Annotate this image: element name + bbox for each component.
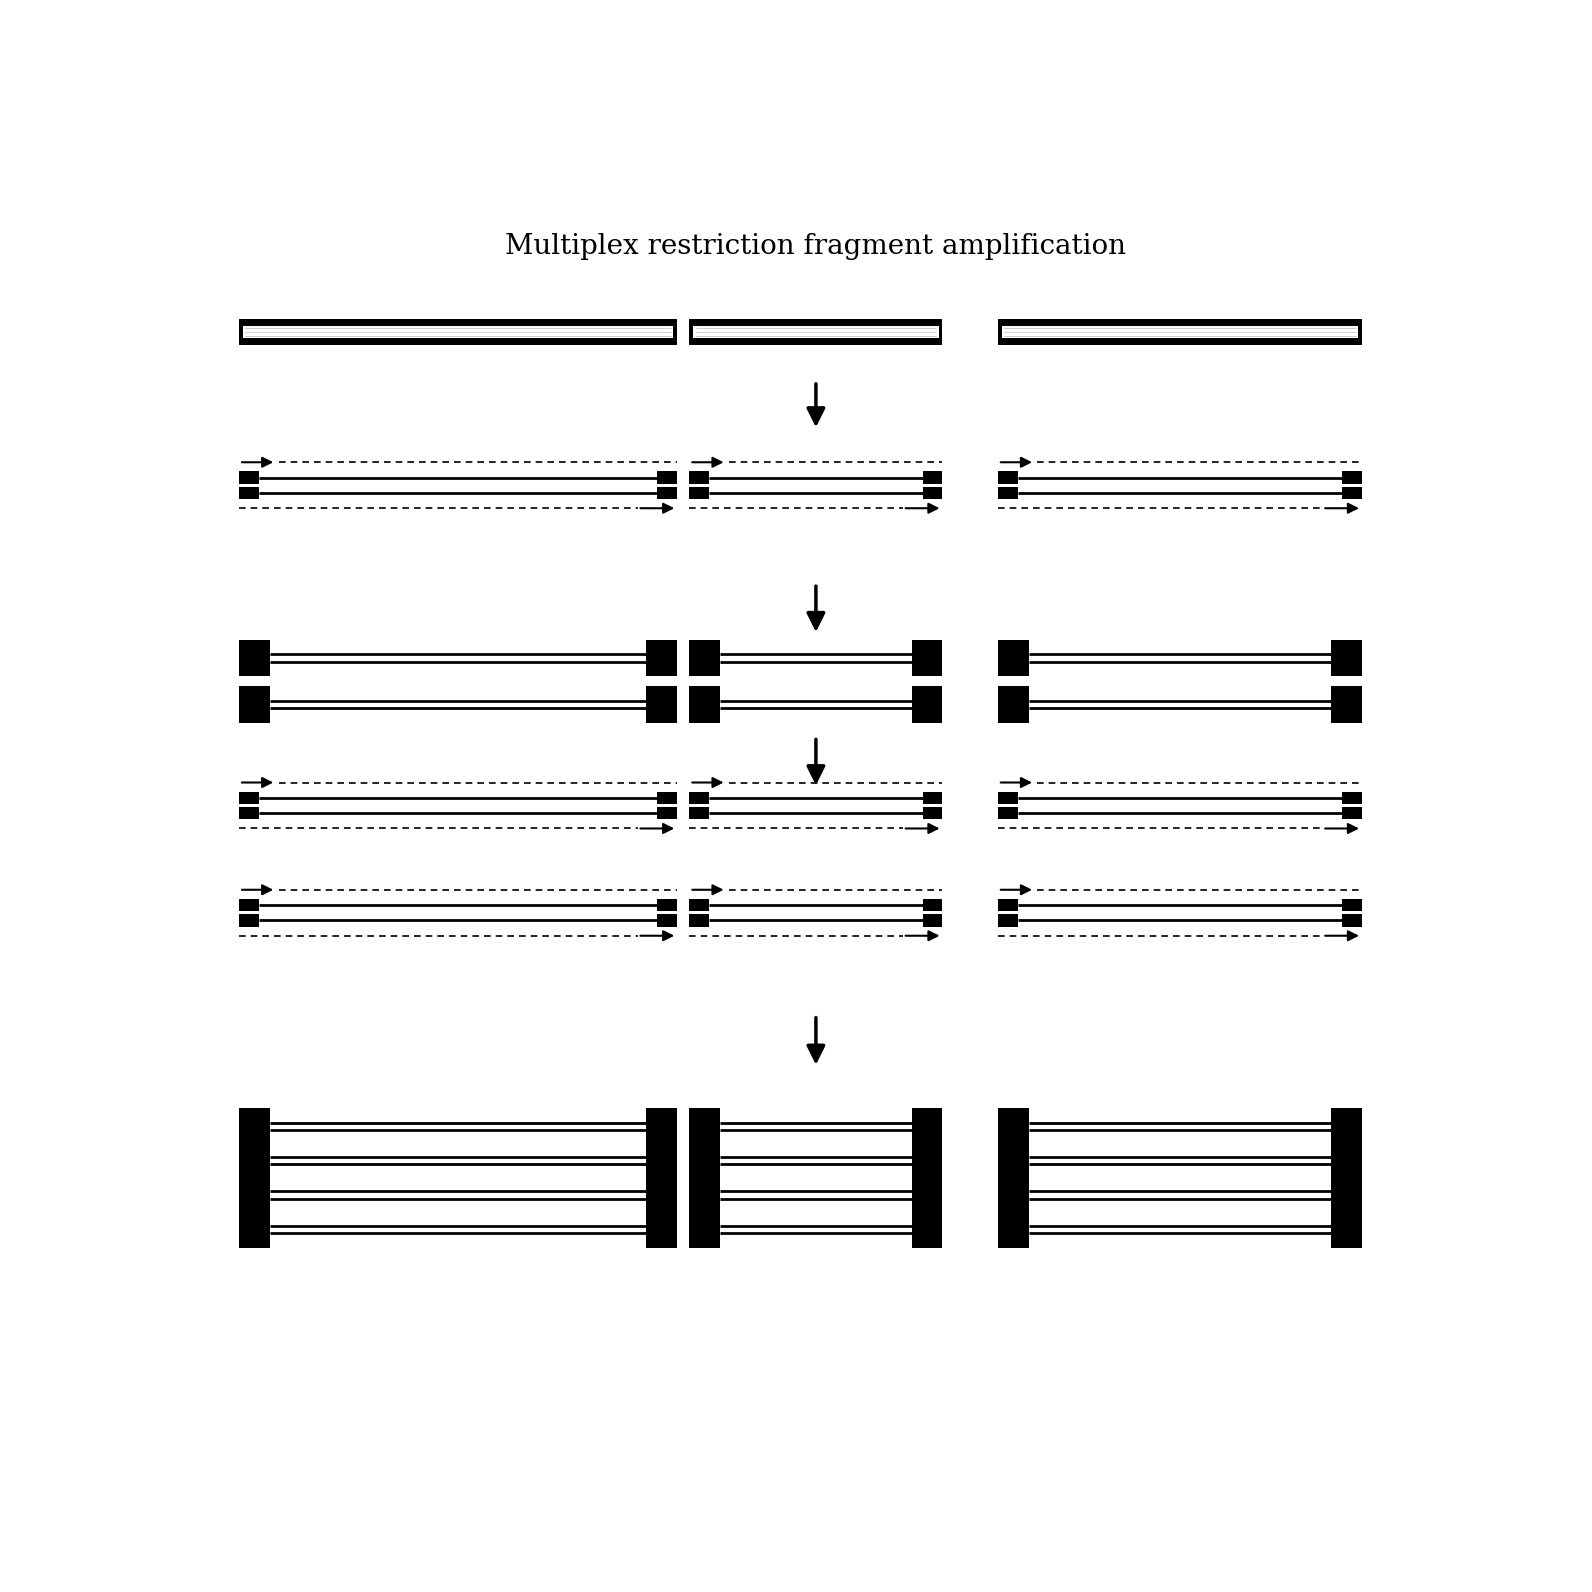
Bar <box>1331 686 1361 723</box>
Bar <box>998 791 1017 804</box>
Bar <box>646 1108 677 1145</box>
Bar <box>998 318 1361 345</box>
Bar <box>923 899 942 911</box>
Bar <box>239 1108 271 1145</box>
Bar <box>689 318 942 345</box>
Bar <box>657 899 677 911</box>
Bar <box>1331 640 1361 677</box>
Bar <box>998 1143 1028 1180</box>
Bar <box>1331 1143 1361 1180</box>
Bar <box>657 807 677 820</box>
Bar <box>1331 1108 1361 1145</box>
Bar <box>646 1176 677 1213</box>
Bar <box>998 899 1017 911</box>
Bar <box>912 1176 942 1213</box>
Bar <box>998 1176 1028 1213</box>
Bar <box>998 914 1017 927</box>
Bar <box>689 640 720 677</box>
Bar <box>689 1176 720 1213</box>
Bar <box>912 1212 942 1248</box>
Bar <box>657 914 677 927</box>
Bar <box>689 686 720 723</box>
Bar <box>646 1143 677 1180</box>
Bar <box>239 686 271 723</box>
Bar <box>1342 471 1361 484</box>
Bar <box>998 640 1028 677</box>
Bar <box>646 686 677 723</box>
Bar <box>998 471 1017 484</box>
Bar <box>689 1143 720 1180</box>
Bar <box>998 487 1017 498</box>
Bar <box>239 487 259 498</box>
Text: Multiplex restriction fragment amplification: Multiplex restriction fragment amplifica… <box>505 232 1127 259</box>
Bar <box>1342 914 1361 927</box>
Bar <box>689 471 708 484</box>
Bar <box>646 640 677 677</box>
Bar <box>239 807 259 820</box>
Bar <box>923 791 942 804</box>
Bar <box>239 1143 271 1180</box>
Bar <box>923 807 942 820</box>
Bar <box>998 1212 1028 1248</box>
Bar <box>239 791 259 804</box>
Bar <box>1342 899 1361 911</box>
Bar <box>239 914 259 927</box>
Bar <box>689 791 708 804</box>
Bar <box>1342 807 1361 820</box>
Bar <box>239 1212 271 1248</box>
Bar <box>923 487 942 498</box>
Bar <box>239 899 259 911</box>
Bar <box>912 686 942 723</box>
Bar <box>689 807 708 820</box>
Bar <box>998 1108 1028 1145</box>
Bar <box>912 1108 942 1145</box>
Bar <box>646 1212 677 1248</box>
Bar <box>244 326 673 338</box>
Bar <box>923 914 942 927</box>
Bar <box>912 640 942 677</box>
Bar <box>923 471 942 484</box>
Bar <box>693 326 939 338</box>
Bar <box>1331 1212 1361 1248</box>
Bar <box>689 1212 720 1248</box>
Bar <box>689 1108 720 1145</box>
Bar <box>657 471 677 484</box>
Bar <box>689 487 708 498</box>
Bar <box>912 1143 942 1180</box>
Bar <box>239 318 677 345</box>
Bar <box>689 914 708 927</box>
Bar <box>998 807 1017 820</box>
Bar <box>1342 791 1361 804</box>
Bar <box>1001 326 1358 338</box>
Bar <box>998 686 1028 723</box>
Bar <box>239 471 259 484</box>
Bar <box>657 487 677 498</box>
Bar <box>239 640 271 677</box>
Bar <box>239 1176 271 1213</box>
Bar <box>1331 1176 1361 1213</box>
Bar <box>689 899 708 911</box>
Bar <box>1342 487 1361 498</box>
Bar <box>657 791 677 804</box>
